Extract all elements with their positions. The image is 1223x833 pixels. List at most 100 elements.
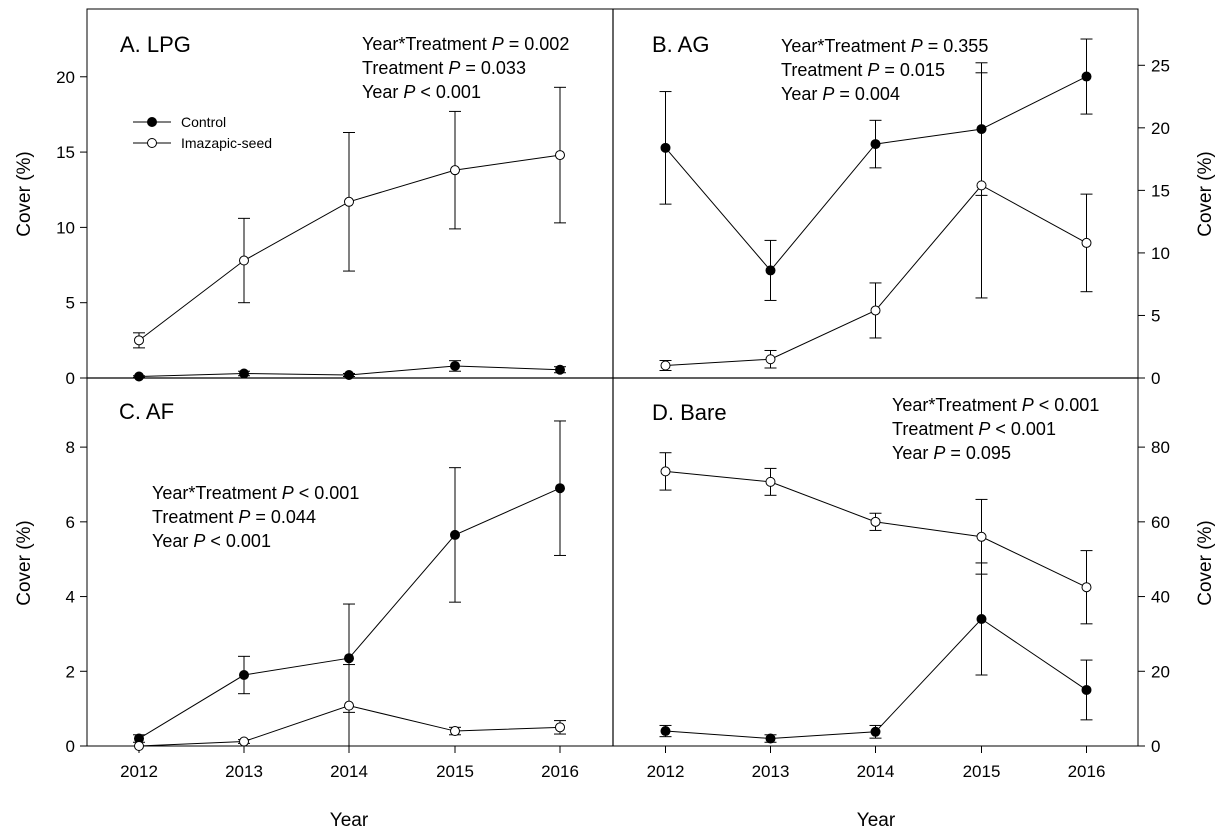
stat-line: Treatment P = 0.044 bbox=[152, 507, 316, 527]
y-axis-title-right-top: Cover (%) bbox=[1195, 151, 1216, 237]
stat-label: Treatment bbox=[781, 60, 867, 80]
stat-label: Treatment bbox=[892, 419, 978, 439]
data-point bbox=[660, 360, 671, 371]
data-point bbox=[344, 700, 354, 711]
x-tick-label: 2014 bbox=[330, 762, 368, 781]
stat-value: < 0.001 bbox=[1034, 395, 1100, 415]
y-axis-title-left-top: Cover (%) bbox=[14, 151, 35, 237]
stat-line: Year P = 0.004 bbox=[781, 84, 900, 104]
y-tick-label: 5 bbox=[66, 294, 75, 313]
stat-p: P bbox=[238, 507, 250, 527]
x-tick-label: 2015 bbox=[963, 762, 1001, 781]
data-point bbox=[239, 255, 249, 266]
data-point bbox=[344, 369, 354, 380]
y-tick-label: 2 bbox=[66, 662, 75, 681]
stat-value: = 0.095 bbox=[945, 443, 1011, 463]
legend-marker-imazapic-seed bbox=[147, 138, 157, 148]
stat-line: Treatment P = 0.033 bbox=[362, 58, 526, 78]
data-point bbox=[870, 726, 881, 737]
series-control bbox=[133, 420, 566, 744]
y-tick-label: 5 bbox=[1151, 306, 1160, 325]
data-point bbox=[765, 265, 776, 276]
stat-label: Year*Treatment bbox=[152, 483, 282, 503]
legend-label-imazapic-seed: Imazapic-seed bbox=[181, 135, 272, 151]
y-tick-label: 0 bbox=[1151, 369, 1160, 388]
stat-value: < 0.001 bbox=[294, 483, 360, 503]
plot-grid: 2012 2013 2014 2015 2016 2012 2013 2014 2015 2016 bbox=[86, 8, 1139, 781]
stat-p: P bbox=[933, 443, 945, 463]
x-tick-label: 2015 bbox=[436, 762, 474, 781]
series-line bbox=[665, 76, 1087, 272]
stat-label: Year*Treatment bbox=[362, 34, 492, 54]
stat-line: Year*Treatment P < 0.001 bbox=[152, 483, 359, 503]
series-imazapic-seed bbox=[659, 452, 1093, 625]
series-control bbox=[659, 38, 1093, 301]
data-point bbox=[1081, 237, 1092, 248]
stat-value: = 0.044 bbox=[250, 507, 316, 527]
data-point bbox=[660, 142, 671, 153]
data-point bbox=[870, 516, 881, 527]
y-tick-label: 80 bbox=[1151, 438, 1170, 457]
stat-p: P bbox=[282, 483, 294, 503]
y-tick-label: 40 bbox=[1151, 588, 1170, 607]
y-axis-title-right-bottom: Cover (%) bbox=[1195, 520, 1216, 606]
data-point bbox=[555, 364, 565, 375]
y-tick-label: 15 bbox=[56, 143, 75, 162]
data-point bbox=[450, 726, 460, 737]
y-tick-label: 20 bbox=[1151, 119, 1170, 138]
data-point bbox=[555, 722, 565, 733]
stat-value: = 0.033 bbox=[460, 58, 526, 78]
x-tick-label: 2012 bbox=[647, 762, 685, 781]
data-point bbox=[765, 476, 776, 487]
panel-b: 0 5 10 15 20 25 B. AG Year*Treatment P = 0.355 T… bbox=[652, 32, 1170, 388]
stat-p: P bbox=[822, 84, 834, 104]
x-tick-label: 2013 bbox=[752, 762, 790, 781]
data-point bbox=[134, 335, 144, 346]
stat-value: = 0.015 bbox=[879, 60, 945, 80]
data-point bbox=[555, 483, 565, 494]
y-tick-label: 0 bbox=[66, 737, 75, 756]
x-axis-title-left: Year bbox=[330, 810, 369, 831]
legend-marker-control bbox=[147, 117, 157, 127]
stat-line: Year P < 0.001 bbox=[152, 531, 271, 551]
y-tick-label: 0 bbox=[1151, 737, 1160, 756]
data-point bbox=[450, 529, 460, 540]
data-point bbox=[1081, 71, 1092, 82]
stat-label: Treatment bbox=[152, 507, 238, 527]
panel-title: C. AF bbox=[119, 399, 174, 424]
x-axis-title-right: Year bbox=[857, 810, 896, 831]
data-point bbox=[1081, 582, 1092, 593]
data-point bbox=[976, 180, 987, 191]
data-point bbox=[134, 741, 144, 751]
data-point bbox=[450, 360, 460, 371]
stat-label: Treatment bbox=[362, 58, 448, 78]
series-line bbox=[665, 184, 1087, 366]
stat-p: P bbox=[978, 419, 990, 439]
stat-line: Treatment P < 0.001 bbox=[892, 419, 1056, 439]
x-tick-label: 2014 bbox=[857, 762, 895, 781]
y-tick-label: 25 bbox=[1151, 56, 1170, 75]
stat-label: Year bbox=[362, 82, 403, 102]
y-tick-label: 60 bbox=[1151, 513, 1170, 532]
panel-title: A. LPG bbox=[120, 32, 191, 57]
stat-line: Year*Treatment P = 0.355 bbox=[781, 36, 988, 56]
panel-title: B. AG bbox=[652, 32, 709, 57]
y-tick-label: 10 bbox=[56, 218, 75, 237]
stat-line: Year P = 0.095 bbox=[892, 443, 1011, 463]
stat-value: = 0.004 bbox=[834, 84, 900, 104]
data-point bbox=[870, 139, 881, 150]
data-point bbox=[239, 736, 249, 747]
y-tick-label: 6 bbox=[66, 513, 75, 532]
stat-value: < 0.001 bbox=[415, 82, 481, 102]
stat-label: Year bbox=[152, 531, 193, 551]
stat-value: < 0.001 bbox=[205, 531, 271, 551]
panel-c: 0 2 4 6 8 C. AF Year*Treatment P < 0.001 Treatm… bbox=[66, 399, 566, 756]
data-point bbox=[344, 653, 354, 664]
data-point bbox=[239, 368, 249, 379]
y-tick-label: 8 bbox=[66, 438, 75, 457]
panel-a: 0 5 10 15 20 A. LPG Year*Treatment P = 0.002 Tr… bbox=[56, 32, 569, 388]
stat-p: P bbox=[1022, 395, 1034, 415]
x-tick-label: 2012 bbox=[120, 762, 158, 781]
